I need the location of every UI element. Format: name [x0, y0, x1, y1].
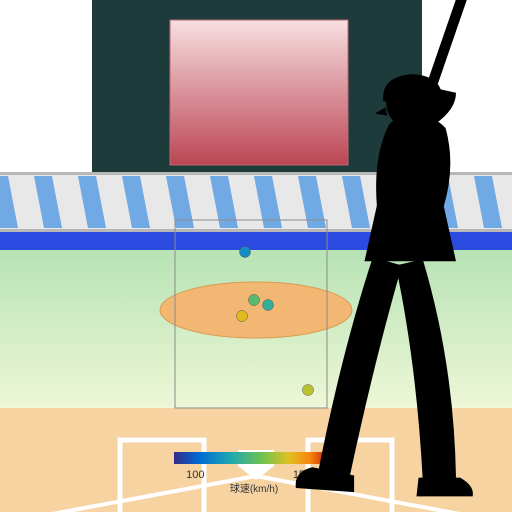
- pitch-marker: [237, 311, 248, 322]
- speed-colorbar: [174, 452, 334, 464]
- pitch-location-chart: 100150球速(km/h): [0, 0, 512, 512]
- pitch-marker: [263, 300, 274, 311]
- pitch-marker: [240, 247, 251, 258]
- pitch-marker: [249, 295, 260, 306]
- colorbar-tick: 100: [186, 469, 204, 481]
- pitchers-mound: [160, 282, 352, 338]
- pitch-marker: [303, 385, 314, 396]
- colorbar-label: 球速(km/h): [230, 482, 278, 495]
- scoreboard-screen: [170, 20, 348, 165]
